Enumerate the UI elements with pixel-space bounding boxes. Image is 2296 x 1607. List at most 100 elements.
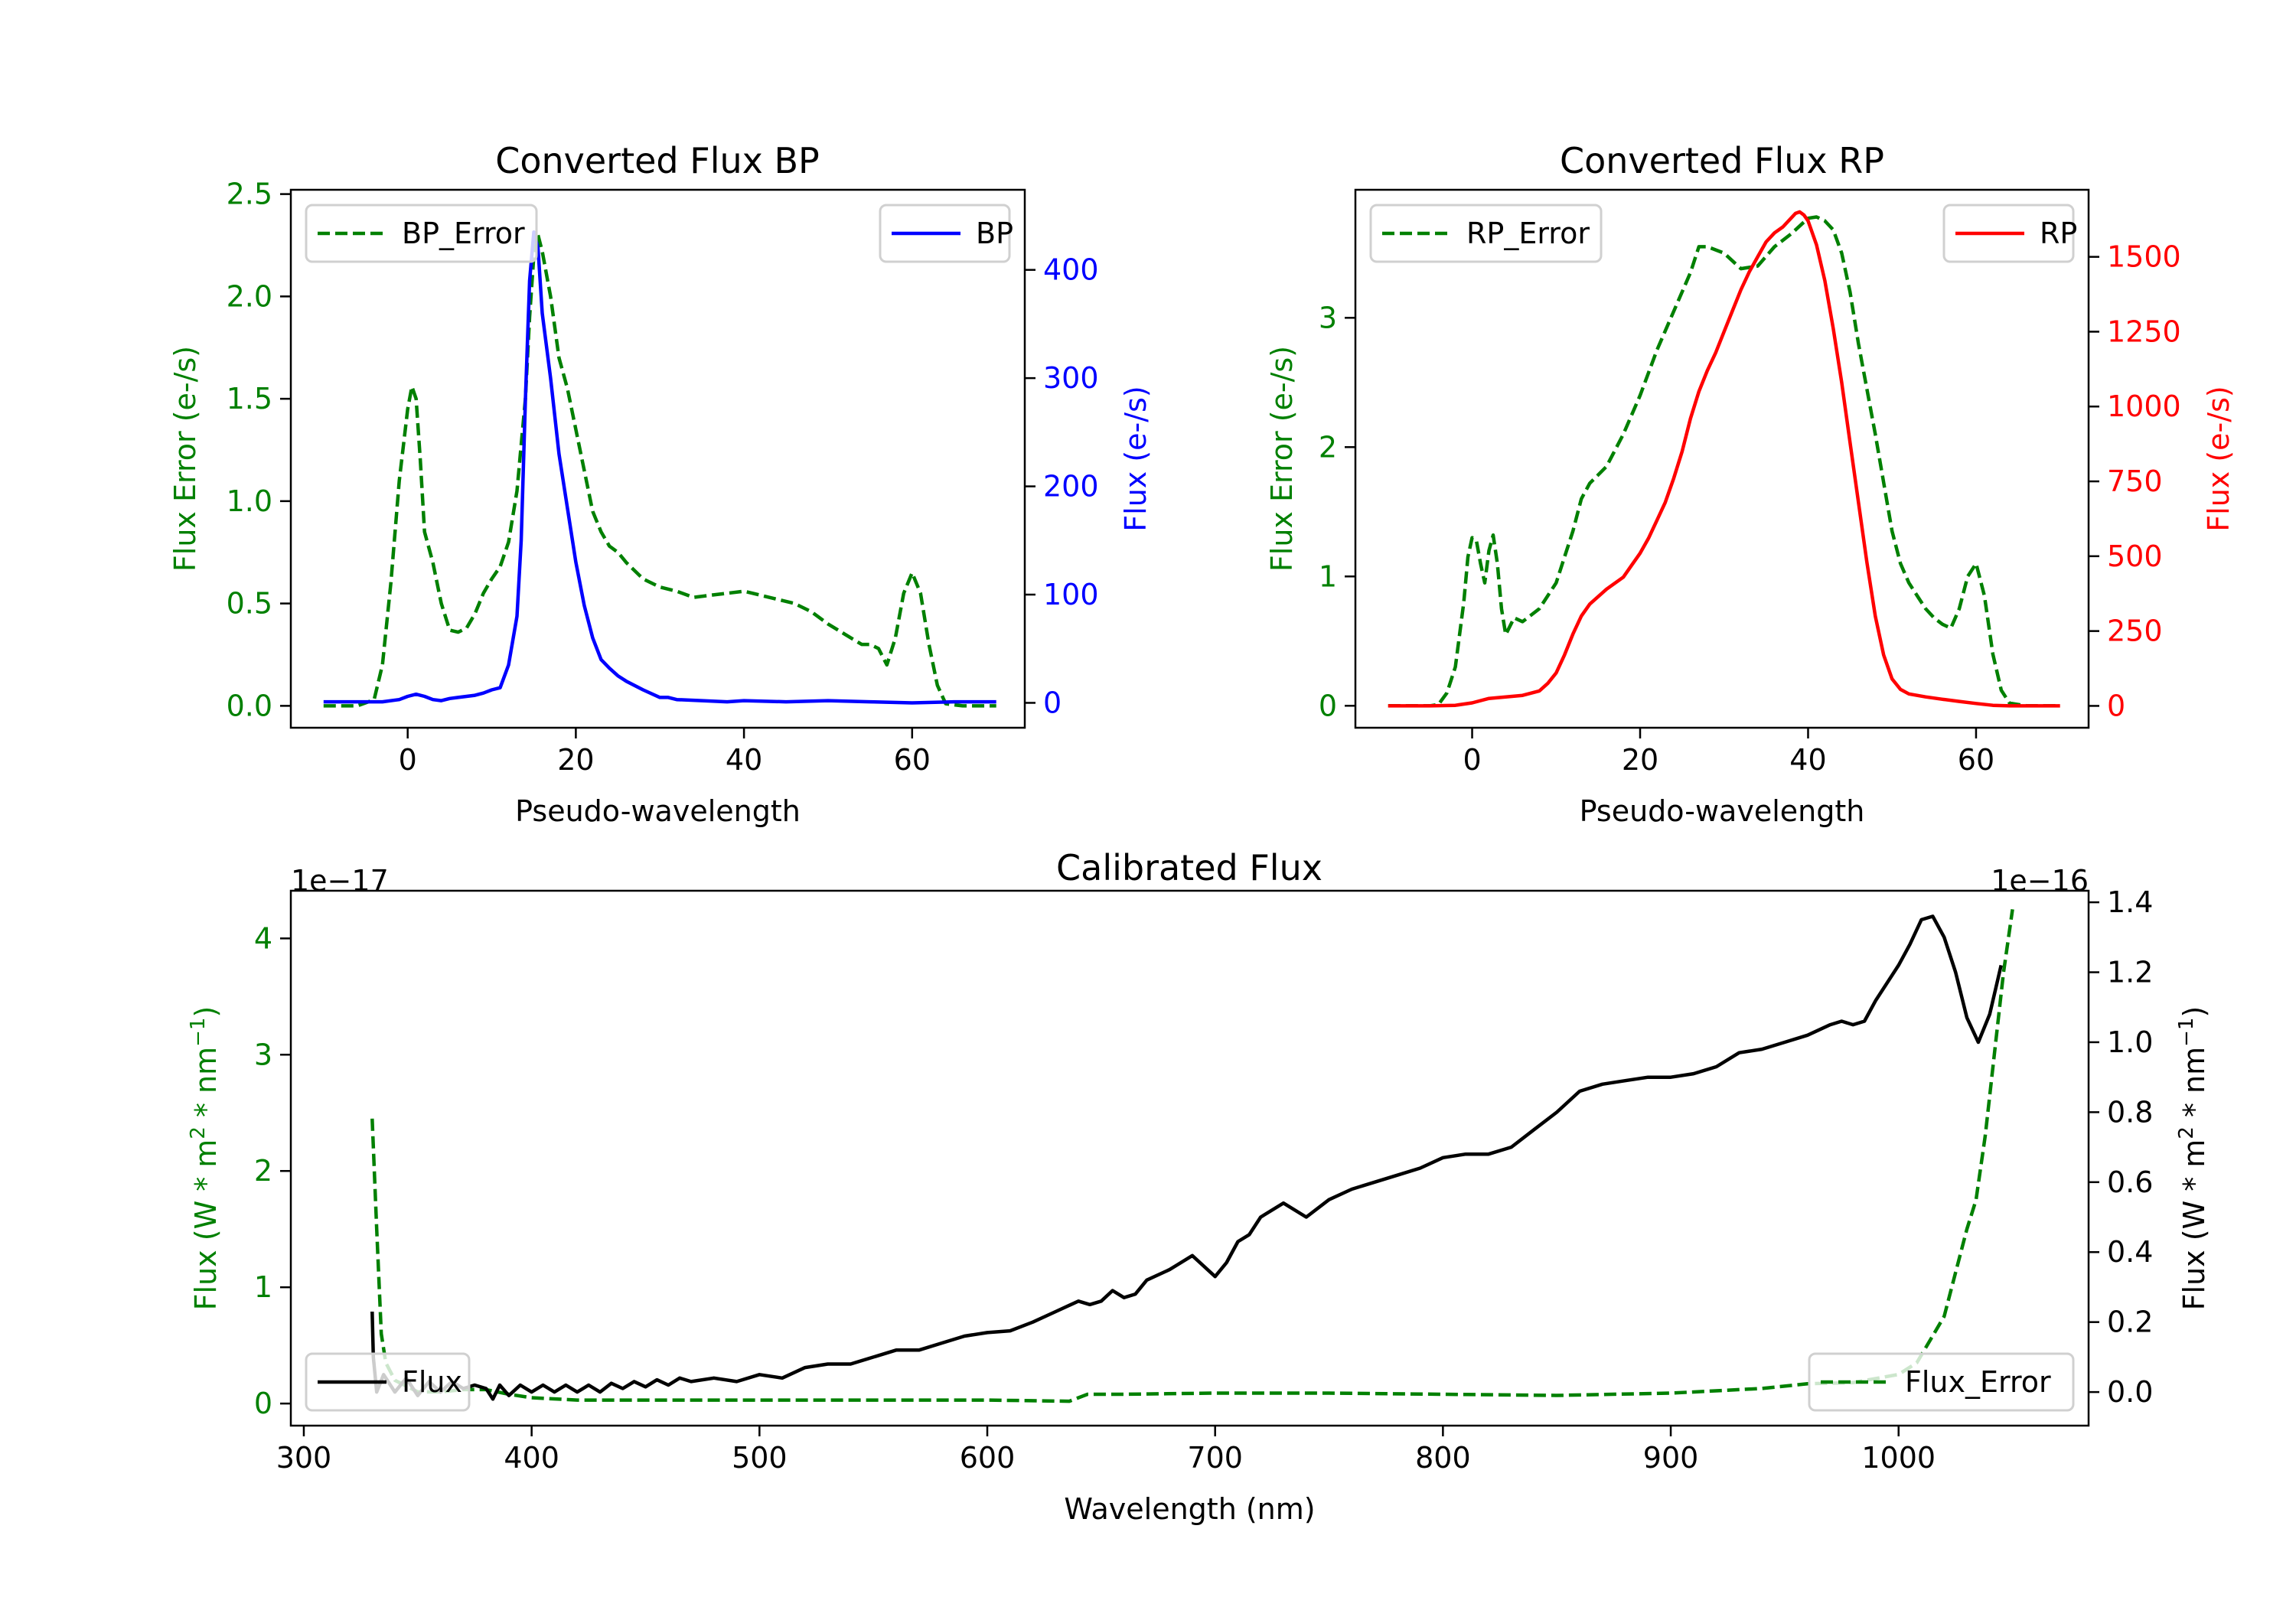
x-tick-label: 0 <box>399 743 417 777</box>
left-y-tick-label: 3 <box>254 1038 272 1071</box>
bp-axes-frame <box>289 188 1026 729</box>
calibrated-legend-flux: Flux <box>305 1352 471 1412</box>
calibrated-panel: Calibrated Flux 1e−17 1e−16 300 400 500 600… <box>187 847 2211 1526</box>
label-sup: 2 <box>2175 1126 2198 1139</box>
right-y-tick-label: 200 <box>1043 470 1099 504</box>
legend-box <box>1808 1352 2075 1412</box>
x-tick-label: 0 <box>1463 743 1481 777</box>
label-end: ) <box>2177 1006 2211 1018</box>
legend-box <box>1369 204 1603 263</box>
left-y-tick-label: 2.5 <box>227 178 272 211</box>
rp-axes-frame <box>1354 188 2090 729</box>
left-y-tick-label: 1 <box>254 1270 272 1304</box>
right-y-tick-label: 0.8 <box>2107 1095 2153 1129</box>
right-y-tick-label: 500 <box>2107 539 2163 573</box>
bp-panel: Converted Flux BP 0 20 40 60 0.0 0.5 1.0 1.5 2.0… <box>168 140 1153 828</box>
x-tick-label: 900 <box>1643 1441 1699 1475</box>
legend-label-rp-error: RP_Error <box>1466 217 1590 250</box>
right-y-tick-label: 0.6 <box>2107 1165 2153 1199</box>
legend-box <box>305 204 538 263</box>
rp-title: Converted Flux RP <box>1560 140 1884 181</box>
bp-series-layer <box>323 230 996 708</box>
right-y-tick-label: 0 <box>2107 689 2125 722</box>
series-flux-line <box>370 914 2003 1401</box>
calibrated-legend-flux-error: Flux_Error <box>1808 1352 2075 1412</box>
right-y-tick-label: 1500 <box>2107 240 2181 274</box>
right-y-tick-label: 1.0 <box>2107 1025 2153 1059</box>
left-y-tick-label: 4 <box>254 921 272 955</box>
calibrated-title: Calibrated Flux <box>1056 847 1322 888</box>
right-y-tick-label: 750 <box>2107 464 2163 498</box>
bp-ticks: 0 20 40 60 0.0 0.5 1.0 1.5 2.0 2.5 0 100 200 300 400 <box>227 178 1099 777</box>
calibrated-left-axis-label: Flux (W * m2 * nm−1) <box>187 1006 223 1311</box>
rp-series-layer <box>1388 210 2060 708</box>
right-y-tick-label: 1000 <box>2107 390 2181 423</box>
rp-left-axis-label: Flux Error (e-/s) <box>1265 346 1299 572</box>
left-y-tick-label: 1.0 <box>227 484 272 518</box>
x-tick-label: 40 <box>726 743 762 777</box>
legend-label-bp: BP <box>976 217 1013 250</box>
left-y-tick-label: 2 <box>1319 430 1337 464</box>
left-y-tick-label: 0 <box>1319 689 1337 722</box>
legend-label-flux-error: Flux_Error <box>1905 1365 2051 1399</box>
left-y-tick-label: 0.5 <box>227 587 272 621</box>
right-y-tick-label: 0.2 <box>2107 1305 2153 1339</box>
left-y-tick-label: 0 <box>254 1387 272 1420</box>
left-y-tick-label: 0.0 <box>227 689 272 722</box>
x-tick-label: 500 <box>732 1441 788 1475</box>
bp-x-axis-label: Pseudo-wavelength <box>515 794 801 828</box>
series-flux-error-line <box>370 908 2014 1403</box>
right-y-tick-label: 1.4 <box>2107 885 2153 919</box>
label-sup: −1 <box>187 1018 210 1047</box>
rp-x-axis-label: Pseudo-wavelength <box>1580 794 1865 828</box>
series-rp-error-line <box>1388 215 2060 708</box>
left-y-tick-label: 3 <box>1319 301 1337 334</box>
calibrated-right-axis-label: Flux (W * m2 * nm−1) <box>2175 1006 2211 1311</box>
x-tick-label: 300 <box>276 1441 332 1475</box>
rp-legend-flux: RP <box>1942 204 2077 263</box>
x-tick-label: 20 <box>557 743 594 777</box>
bp-legend-error: BP_Error <box>305 204 538 263</box>
bp-left-axis-label: Flux Error (e-/s) <box>168 346 202 572</box>
x-tick-label: 600 <box>960 1441 1016 1475</box>
x-tick-label: 1000 <box>1861 1441 1936 1475</box>
label-sup: 2 <box>187 1126 210 1139</box>
bp-legend-flux: BP <box>879 204 1013 263</box>
x-tick-label: 400 <box>504 1441 559 1475</box>
x-tick-label: 40 <box>1789 743 1826 777</box>
bp-right-axis-label: Flux (e-/s) <box>1119 386 1153 531</box>
x-tick-label: 60 <box>1958 743 1994 777</box>
rp-legend-error: RP_Error <box>1369 204 1603 263</box>
right-y-tick-label: 0.4 <box>2107 1235 2153 1269</box>
left-y-tick-label: 1 <box>1319 559 1337 593</box>
calibrated-x-axis-label: Wavelength (nm) <box>1064 1492 1315 1526</box>
rp-ticks: 0 20 40 60 0 1 2 3 0 250 500 750 1000 1250 1500 <box>1319 240 2181 777</box>
label-main: Flux (W * m <box>2177 1139 2211 1311</box>
rp-panel: Converted Flux RP 0 20 40 60 0 1 2 3 0 250 500 750 1… <box>1265 140 2236 828</box>
right-y-tick-label: 1.2 <box>2107 956 2153 989</box>
x-tick-label: 20 <box>1622 743 1658 777</box>
calibrated-ticks: 300 400 500 600 700 800 900 1000 0 1 2 3 4 0.0 0.2 0.4 0… <box>254 885 2154 1475</box>
right-y-tick-label: 250 <box>2107 614 2163 648</box>
calibrated-series-layer <box>370 908 2014 1403</box>
right-y-tick-label: 1250 <box>2107 315 2181 348</box>
legend-label-rp: RP <box>2040 217 2077 250</box>
left-y-tick-label: 1.5 <box>227 382 272 416</box>
label-main: Flux (W * m <box>189 1139 223 1311</box>
label-mid: * nm <box>189 1047 223 1126</box>
series-bp-error-line <box>323 233 996 708</box>
x-tick-label: 60 <box>894 743 931 777</box>
label-sup: −1 <box>2175 1018 2198 1047</box>
bp-title: Converted Flux BP <box>495 140 820 181</box>
right-y-tick-label: 0 <box>1043 686 1062 719</box>
right-y-tick-label: 0.0 <box>2107 1375 2153 1409</box>
series-bp-line <box>323 230 996 705</box>
right-y-tick-label: 100 <box>1043 578 1099 611</box>
x-tick-label: 800 <box>1415 1441 1471 1475</box>
legend-label-flux: Flux <box>402 1365 462 1399</box>
label-mid: * nm <box>2177 1047 2211 1126</box>
x-tick-label: 700 <box>1187 1441 1243 1475</box>
left-y-tick-label: 2.0 <box>227 279 272 313</box>
right-y-tick-label: 300 <box>1043 361 1099 395</box>
